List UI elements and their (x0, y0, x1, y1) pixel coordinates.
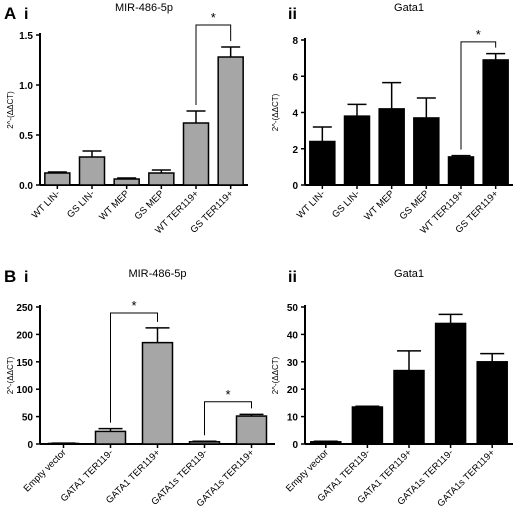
significance-bracket (195, 24, 232, 105)
y-axis-label: 2^-(ΔΔCT) (6, 356, 15, 394)
y-tick-label: 4 (292, 109, 298, 120)
significance-star: * (476, 27, 481, 42)
bar (235, 415, 268, 445)
y-tick-label: 8 (292, 36, 298, 47)
x-tick-label: Empty vector (22, 447, 69, 494)
bar (44, 172, 71, 186)
bar (447, 156, 475, 186)
y-tick-label: 250 (16, 303, 33, 314)
bar (217, 56, 244, 186)
x-tick-label: WT LIN- (30, 188, 63, 221)
bar (182, 122, 210, 186)
y-tick-label: 50 (287, 303, 299, 314)
x-tick-label: GS LIN- (330, 188, 362, 220)
significance-bracket (460, 41, 497, 150)
bar (78, 156, 106, 186)
y-axis-label: 2^-(ΔΔCT) (271, 93, 280, 131)
y-tick-label: 150 (16, 358, 33, 369)
bar (378, 108, 405, 186)
bar (310, 441, 342, 445)
significance-star: * (131, 298, 136, 313)
y-tick-label: 2 (292, 145, 298, 156)
bar (94, 430, 127, 445)
y-tick-label: 0 (292, 181, 298, 192)
y-tick-label: 6 (292, 72, 298, 83)
bar (141, 341, 174, 445)
bar (393, 369, 425, 445)
significance-star: * (211, 10, 216, 25)
y-tick-label: 30 (287, 358, 299, 369)
y-axis-label: 2^-(ΔΔCT) (271, 356, 280, 394)
chart-panel-b-i: MIR-486-5p 2^-(ΔΔCT) 0 50 100 150 200 250 Empty … (6, 268, 275, 509)
bar (113, 178, 140, 186)
significance-star: * (225, 387, 230, 402)
y-tick-label: 1.5 (19, 31, 33, 42)
y-tick-label: 0.0 (19, 181, 33, 192)
y-tick-label: 10 (287, 413, 299, 424)
x-tick-label: WT MEP (362, 188, 397, 223)
bar (309, 140, 336, 186)
y-tick-label: 20 (287, 385, 299, 396)
y-tick-label: 0.5 (19, 131, 33, 142)
subpanel-label-a-i: i (24, 6, 28, 23)
chart-panel-a-ii: Gata1 2^-(ΔΔCT) 0 2 4 6 8 WT LIN- GS LIN- WT MEP G… (271, 2, 513, 236)
chart-panel-a-i: MIR-486-5p2^-(ΔΔCT)0.00.51.01.5WT LIN- GS… (6, 2, 248, 236)
x-tick-label: WT MEP (97, 188, 132, 223)
y-axis-label: 2^-(ΔΔCT) (6, 91, 15, 129)
x-tick-label: GS MEP (133, 188, 167, 222)
x-tick-label: WT LIN- (295, 188, 328, 221)
chart-title: MIR-486-5p (128, 268, 186, 280)
bar (413, 117, 440, 186)
chart-title: MIR-486-5p (115, 2, 173, 14)
bar (476, 361, 508, 445)
y-tick-label: 40 (287, 330, 299, 341)
bar (188, 441, 221, 445)
significance-bracket (204, 401, 252, 436)
subpanel-label-a-ii: ii (288, 6, 297, 23)
y-tick-label: 0 (292, 440, 298, 451)
panel-label-b: B (4, 267, 16, 286)
subpanel-label-b-ii: ii (288, 269, 297, 286)
y-tick-label: 100 (16, 385, 33, 396)
chart-title: Gata1 (394, 2, 424, 14)
bar (434, 322, 467, 445)
y-tick-label: 50 (22, 413, 34, 424)
chart-title: Gata1 (394, 268, 424, 280)
y-tick-label: 1.0 (19, 81, 33, 92)
bar (343, 115, 371, 186)
bar (351, 406, 384, 445)
bar (482, 59, 509, 186)
y-tick-label: 0 (27, 440, 33, 451)
x-tick-label: GS MEP (398, 188, 432, 222)
panel-label-a: A (4, 4, 16, 23)
significance-bracket (110, 312, 158, 423)
x-tick-label: GS LIN- (65, 188, 97, 220)
y-tick-label: 200 (16, 330, 33, 341)
bar (148, 172, 175, 186)
subpanel-label-b-i: i (24, 269, 28, 286)
